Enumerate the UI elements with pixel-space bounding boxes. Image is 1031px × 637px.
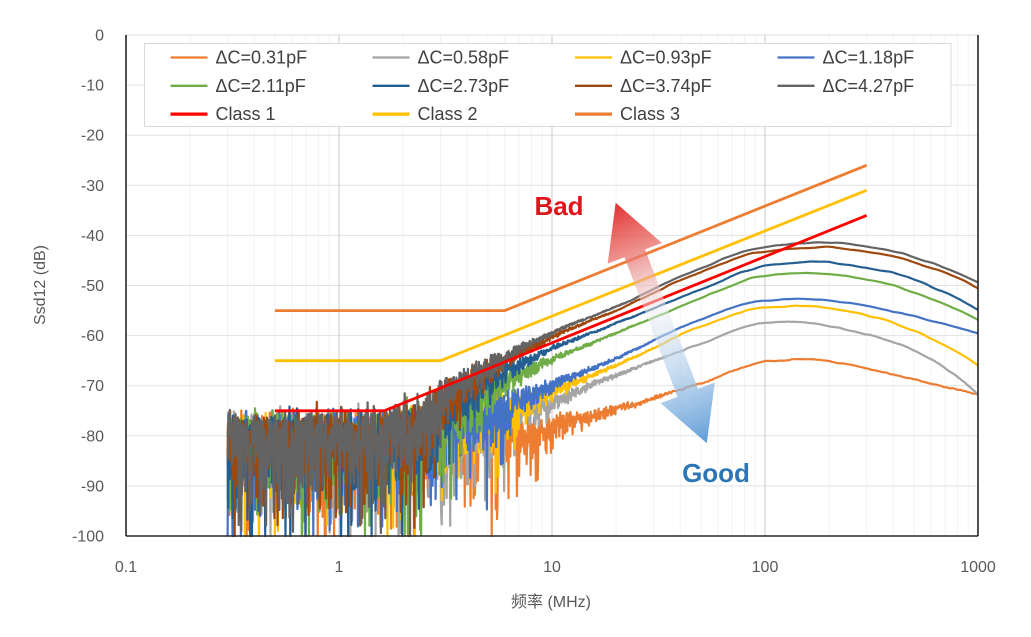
svg-text:-60: -60 [81, 328, 104, 345]
svg-text:Class 2: Class 2 [418, 104, 478, 124]
svg-text:-20: -20 [81, 128, 104, 145]
svg-text:ΔC=0.58pF: ΔC=0.58pF [418, 48, 510, 68]
svg-text:频率 (MHz): 频率 (MHz) [511, 593, 591, 611]
svg-text:0: 0 [95, 28, 104, 45]
svg-text:Class 3: Class 3 [620, 104, 680, 124]
svg-text:-40: -40 [81, 228, 104, 245]
svg-text:0.1: 0.1 [115, 559, 137, 576]
svg-text:ΔC=1.18pF: ΔC=1.18pF [823, 48, 915, 68]
svg-text:ΔC=0.31pF: ΔC=0.31pF [216, 48, 308, 68]
svg-text:ΔC=2.11pF: ΔC=2.11pF [216, 76, 306, 96]
svg-text:ΔC=3.74pF: ΔC=3.74pF [620, 76, 712, 96]
svg-text:Class 1: Class 1 [216, 104, 276, 124]
svg-text:Good: Good [682, 458, 750, 488]
svg-text:ΔC=0.93pF: ΔC=0.93pF [620, 48, 712, 68]
svg-text:-30: -30 [81, 178, 104, 195]
svg-text:ΔC=2.73pF: ΔC=2.73pF [418, 76, 510, 96]
svg-text:1000: 1000 [960, 559, 996, 576]
svg-text:1: 1 [335, 559, 344, 576]
svg-text:100: 100 [752, 559, 779, 576]
svg-text:-10: -10 [81, 78, 104, 95]
svg-text:-50: -50 [81, 278, 104, 295]
svg-text:-80: -80 [81, 428, 104, 445]
svg-text:Bad: Bad [534, 191, 583, 221]
svg-text:-90: -90 [81, 478, 104, 495]
svg-text:-70: -70 [81, 378, 104, 395]
svg-text:Ssd12 (dB): Ssd12 (dB) [32, 245, 49, 325]
svg-text:ΔC=4.27pF: ΔC=4.27pF [823, 76, 915, 96]
svg-text:10: 10 [543, 559, 561, 576]
svg-text:-100: -100 [72, 529, 104, 546]
